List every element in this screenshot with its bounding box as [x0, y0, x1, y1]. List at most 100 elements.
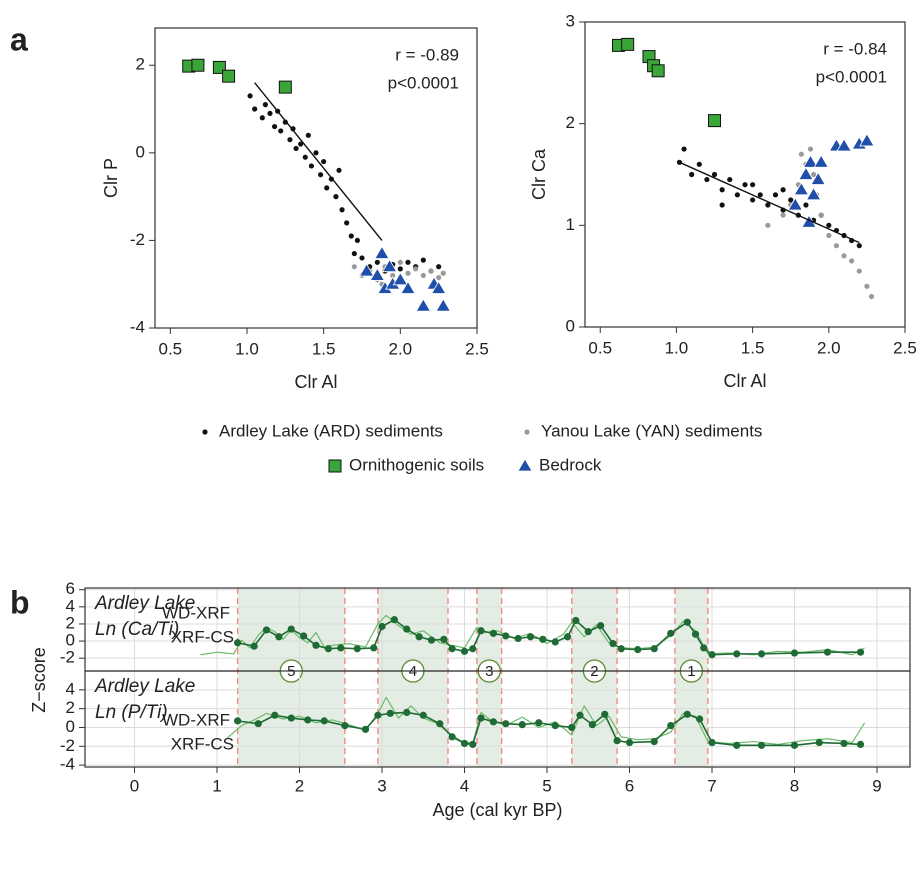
data-point	[378, 622, 386, 631]
data-point	[689, 171, 695, 178]
x-tick-label: 1.0	[665, 338, 689, 357]
data-point	[617, 645, 625, 653]
data-point	[278, 128, 284, 134]
data-point	[568, 723, 576, 732]
data-point	[324, 645, 332, 653]
panel-label: b	[10, 584, 30, 620]
data-point	[572, 616, 580, 625]
y-tick-label: 0	[136, 142, 145, 161]
series-label: XRF-CS	[171, 627, 234, 646]
legend-marker	[517, 458, 533, 472]
data-point	[836, 138, 852, 152]
data-point	[252, 106, 258, 112]
x-tick-label: 1.5	[312, 339, 336, 358]
data-point	[719, 202, 725, 208]
data-point	[535, 719, 543, 727]
y-tick-label: 0	[66, 631, 75, 650]
data-point	[448, 645, 456, 653]
data-point	[518, 721, 526, 729]
data-point	[765, 222, 771, 228]
data-point	[683, 710, 691, 718]
data-point	[727, 176, 733, 183]
data-point	[625, 738, 634, 747]
x-tick-label: 0	[130, 776, 139, 795]
data-point	[823, 648, 832, 656]
data-point	[312, 641, 320, 649]
x-axis-title: Clr Al	[723, 371, 766, 391]
x-tick-label: 7	[707, 776, 716, 795]
data-point	[397, 259, 403, 265]
x-tick-label: 2.0	[389, 339, 413, 358]
y-tick-label: 2	[566, 113, 575, 132]
data-point	[321, 158, 327, 165]
data-point	[287, 137, 293, 143]
data-point	[386, 709, 394, 717]
data-point	[708, 651, 716, 659]
data-point	[272, 123, 278, 130]
data-point	[358, 263, 375, 277]
data-point	[780, 187, 786, 193]
data-point	[489, 718, 497, 726]
stat-annotation: r = -0.84	[823, 39, 887, 58]
data-point	[359, 255, 365, 261]
data-point	[341, 721, 349, 730]
data-point	[667, 629, 675, 637]
data-point	[351, 264, 357, 270]
data-point	[419, 711, 427, 719]
data-point	[405, 270, 411, 276]
data-point	[308, 163, 314, 169]
data-point	[765, 202, 771, 208]
data-point	[460, 647, 469, 655]
data-point	[415, 298, 432, 312]
data-point	[856, 243, 862, 249]
data-point	[336, 167, 342, 173]
data-point	[448, 733, 456, 741]
x-tick-label: 1.0	[235, 339, 259, 358]
data-point	[788, 197, 794, 203]
x-axis-title: Clr Al	[294, 372, 337, 392]
data-point	[339, 207, 345, 213]
data-point	[420, 257, 426, 263]
x-tick-label: 2	[295, 776, 304, 795]
data-point	[420, 272, 426, 279]
data-point	[436, 720, 444, 728]
data-point	[742, 182, 748, 188]
data-point	[539, 635, 547, 643]
x-tick-label: 6	[625, 776, 634, 795]
data-point	[293, 145, 299, 152]
data-point	[313, 150, 319, 156]
data-point	[304, 716, 312, 724]
y-tick-label: 6	[66, 579, 75, 598]
data-point	[708, 114, 722, 128]
y-tick-label: 1	[566, 215, 575, 234]
series-label: XRF-CS	[171, 734, 234, 753]
data-point	[403, 625, 411, 633]
y-tick-label: -2	[60, 736, 75, 755]
data-point	[868, 293, 875, 300]
data-point	[222, 69, 236, 83]
data-point	[704, 176, 710, 183]
data-point	[333, 194, 339, 200]
data-point	[397, 266, 403, 272]
data-point	[696, 161, 702, 167]
data-point	[576, 711, 584, 719]
data-point	[826, 222, 832, 228]
data-point	[287, 625, 295, 633]
data-point	[651, 64, 665, 78]
y-axis-title: Z−score	[29, 647, 49, 713]
data-point	[750, 197, 756, 203]
data-point	[813, 154, 829, 168]
data-point	[564, 633, 572, 641]
data-point	[798, 166, 814, 180]
data-point	[856, 268, 862, 274]
y-tick-label: 0	[566, 316, 575, 335]
data-point	[477, 714, 485, 722]
data-point	[369, 267, 386, 281]
data-point	[400, 280, 416, 294]
data-point	[856, 740, 865, 749]
plot-frame	[584, 21, 906, 328]
data-point	[787, 197, 803, 211]
data-point	[348, 233, 354, 239]
data-point	[271, 711, 279, 719]
